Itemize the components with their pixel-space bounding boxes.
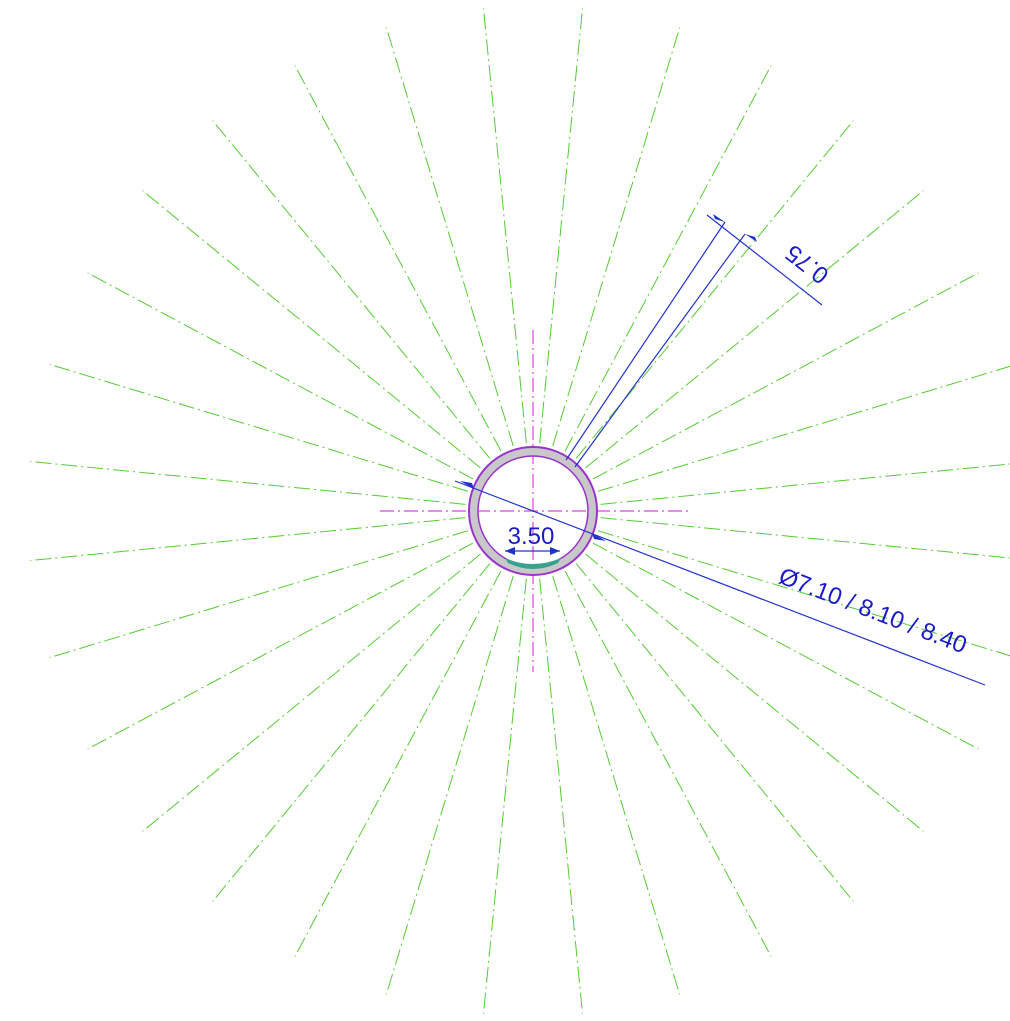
radial-line [212,120,491,459]
tube-wall [469,447,597,575]
radial-line [294,570,502,957]
radial-line [142,190,481,469]
dim-text: Ø7.10 / 8.10 / 8.40 [775,563,970,659]
radial-line [552,27,681,447]
radial-line [592,272,979,480]
dim-line [706,214,823,306]
radial-line [483,578,527,1014]
arrow [592,533,606,541]
radial-line [294,65,502,452]
radial-line [575,563,854,902]
radial-line [564,570,772,957]
radial-line [30,461,466,505]
arrow [745,234,757,242]
radial-line [385,575,514,995]
radial-line [49,363,469,492]
radial-lines [30,8,1010,1014]
radial-line [585,190,924,469]
radial-line [592,542,979,750]
dim-line [454,480,986,686]
dim-text: 3.50 [508,523,555,550]
radial-line [597,530,1010,657]
radial-line [385,27,514,447]
radial-line [483,8,527,444]
radial-line [539,578,583,1014]
radial-line [539,8,583,444]
dim-text: 0.75 [781,239,834,289]
dim-extension [565,221,726,461]
fill-region [505,558,561,569]
radial-line [49,530,469,659]
radial-line [87,542,474,750]
arrow [713,214,725,222]
radial-line [30,517,466,561]
dim-extension [574,233,746,468]
arrow [550,547,560,555]
radial-line [600,463,1010,505]
radial-line [585,553,924,832]
radial-line [597,365,1010,492]
arrow [460,481,474,489]
radial-line [552,575,681,995]
radial-line [212,563,491,902]
radial-line [600,517,1010,559]
tube-outer [468,446,598,576]
radial-line [564,65,772,452]
arrow [505,547,515,555]
radial-line [87,272,474,480]
radial-line [142,553,481,832]
